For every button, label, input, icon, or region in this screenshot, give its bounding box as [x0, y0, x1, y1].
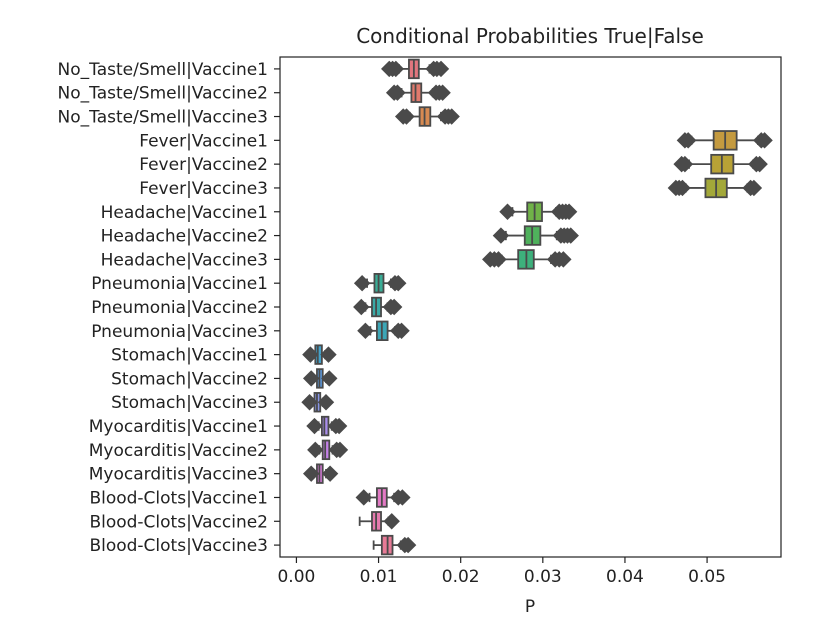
x-axis: 0.00 0.01 0.02 0.03 0.04 0.05	[277, 557, 726, 587]
box-group	[372, 534, 417, 556]
y-tick-label: No_Taste/Smell|Vaccine1	[58, 60, 269, 80]
flier-point	[398, 108, 415, 125]
flier-point	[499, 203, 516, 220]
y-tick-label: Fever|Vaccine2	[139, 155, 268, 175]
y-tick-label: Pneumonia|Vaccine3	[91, 322, 268, 342]
y-tick-label: Stomach|Vaccine1	[111, 346, 268, 366]
flier-point	[679, 132, 697, 149]
flier-point	[756, 132, 773, 149]
flier-point	[399, 536, 417, 554]
flier-point	[555, 251, 572, 268]
flier-point	[387, 60, 405, 78]
x-tick-label: 0.03	[524, 567, 562, 587]
box-group	[301, 392, 335, 413]
box-group	[353, 273, 407, 294]
box-group	[353, 296, 403, 318]
x-tick-label: 0.00	[277, 567, 315, 587]
flier-point	[353, 274, 371, 292]
box-group	[355, 487, 411, 508]
x-tick-label: 0.04	[606, 567, 644, 587]
y-tick-label: Myocarditis|Vaccine3	[89, 465, 268, 485]
flier-point	[355, 489, 372, 506]
flier-point	[443, 108, 460, 125]
flier-point	[390, 274, 407, 292]
box-group	[385, 82, 451, 103]
x-tick-label: 0.01	[360, 567, 398, 587]
box-group	[306, 415, 348, 437]
box-group	[673, 153, 768, 175]
flier-point	[560, 203, 578, 220]
chart-title: Conditional Probabilities True|False	[356, 24, 704, 48]
flier-point	[357, 322, 374, 340]
box-group	[499, 201, 578, 222]
box-group	[676, 130, 773, 151]
flier-point	[674, 179, 691, 197]
y-tick-label: No_Taste/Smell|Vaccine3	[58, 108, 269, 128]
flier-point	[303, 370, 320, 387]
y-tick-label: Headache|Vaccine1	[101, 203, 268, 223]
flier-point	[394, 489, 411, 506]
box-group	[303, 463, 339, 484]
box-group	[357, 320, 410, 341]
box-group	[303, 368, 338, 389]
flier-point	[676, 155, 694, 173]
y-tick-label: Blood-Clots|Vaccine2	[89, 512, 268, 532]
y-tick-label: Blood-Clots|Vaccine3	[89, 536, 268, 556]
box-group	[302, 344, 337, 365]
flier-point	[434, 84, 451, 101]
y-tick-label: Fever|Vaccine3	[139, 179, 268, 199]
y-axis: No_Taste/Smell|Vaccine1 No_Taste/Smell|Va…	[58, 60, 280, 556]
flier-point	[562, 227, 579, 244]
flier-point	[321, 370, 338, 387]
y-tick-label: Myocarditis|Vaccine1	[89, 417, 268, 437]
flier-point	[393, 322, 410, 340]
box-group	[667, 177, 763, 199]
flier-point	[490, 251, 507, 268]
y-tick-label: Stomach|Vaccine3	[111, 393, 268, 413]
boxes-layer	[301, 58, 773, 556]
x-tick-label: 0.05	[688, 567, 726, 587]
flier-point	[307, 441, 324, 459]
flier-point	[432, 60, 450, 78]
y-tick-label: Fever|Vaccine1	[139, 131, 268, 151]
flier-point	[353, 298, 370, 316]
y-tick-label: Headache|Vaccine2	[101, 227, 268, 247]
y-tick-label: Blood-Clots|Vaccine1	[89, 488, 268, 508]
box-group	[358, 511, 400, 532]
flier-point	[751, 155, 768, 173]
y-tick-label: Stomach|Vaccine2	[111, 369, 268, 389]
y-tick-label: Myocarditis|Vaccine2	[89, 441, 268, 461]
flier-point	[320, 346, 337, 363]
flier-point	[389, 84, 406, 101]
flier-point	[492, 227, 510, 244]
y-tick-label: Headache|Vaccine3	[101, 250, 268, 270]
y-tick-label: No_Taste/Smell|Vaccine2	[58, 84, 269, 104]
plot-frame	[279, 56, 782, 558]
flier-point	[330, 417, 348, 435]
flier-point	[302, 346, 319, 363]
box-group	[394, 106, 460, 127]
flier-point	[385, 298, 403, 316]
y-tick-label: Pneumonia|Vaccine1	[91, 274, 268, 294]
y-tick-label: Pneumonia|Vaccine2	[91, 298, 268, 318]
box-group	[307, 439, 349, 461]
x-tick-label: 0.02	[442, 567, 480, 587]
box-group	[482, 249, 572, 270]
flier-point	[331, 441, 349, 459]
flier-point	[301, 394, 318, 411]
flier-point	[745, 179, 763, 197]
x-axis-label: P	[525, 597, 535, 617]
flier-point	[317, 394, 335, 411]
flier-point	[321, 465, 339, 482]
flier-point	[383, 513, 400, 530]
flier-point	[306, 417, 323, 435]
box-group	[381, 58, 450, 80]
flier-point	[303, 465, 320, 482]
box-group	[492, 225, 579, 246]
